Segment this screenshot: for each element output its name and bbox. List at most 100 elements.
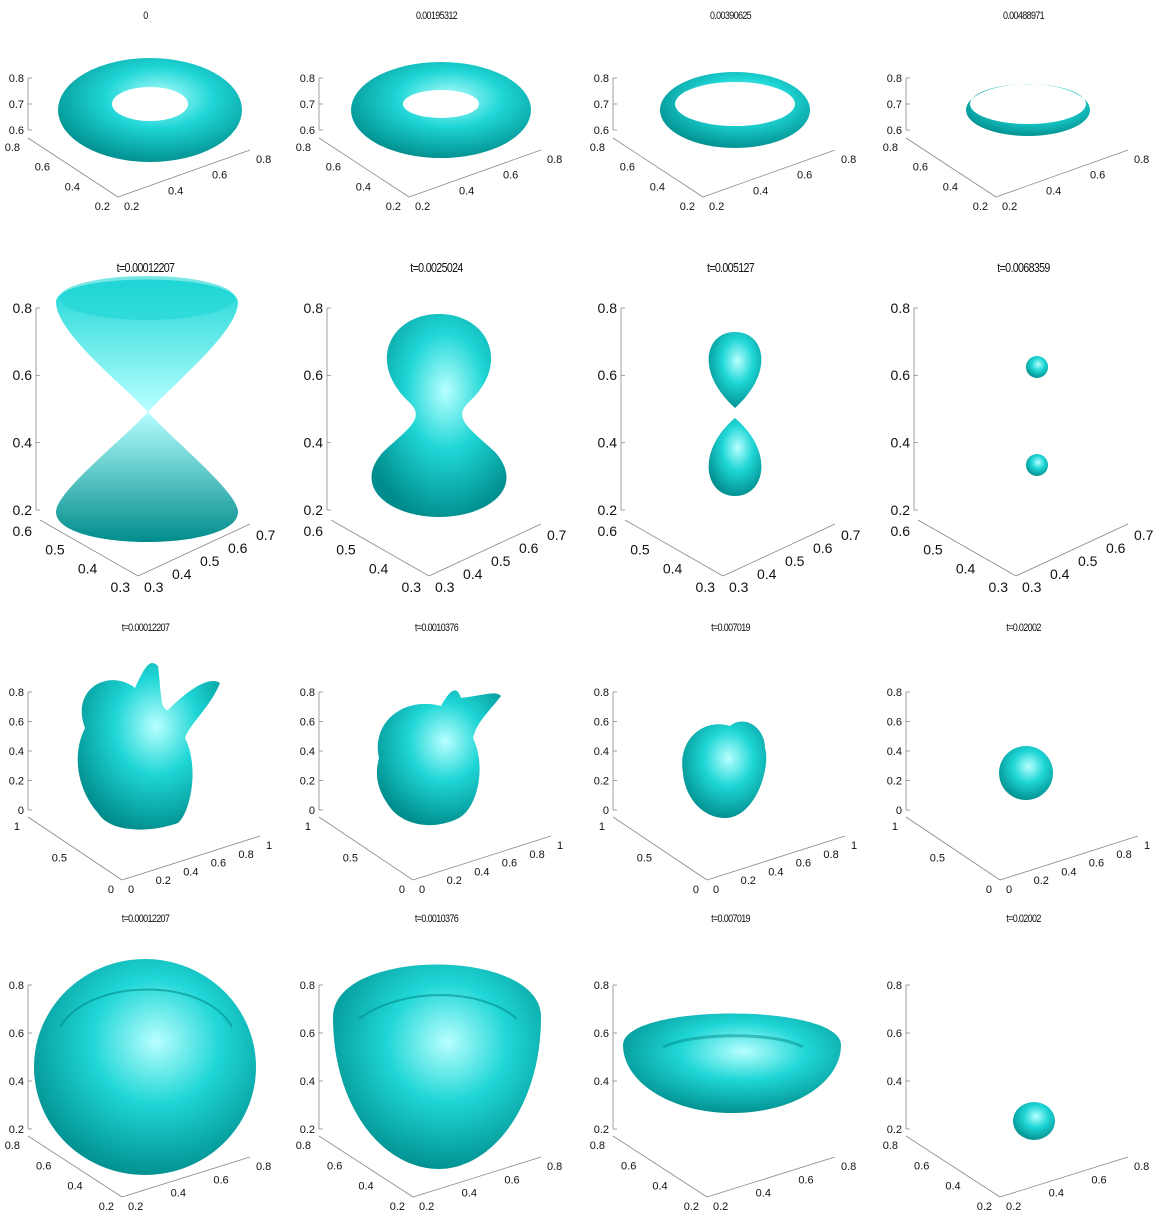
surface-plot: 0.2 0.4 0.6 0.8 0.3 0.4 0.5 0.6 0.3 0.4 0.5 0.6 0.7 (13, 276, 276, 595)
right-tick-label: 0.6 (228, 540, 248, 556)
z-tick-label: 0.4 (304, 435, 324, 451)
panel-bunny-1: t=0.00012207 0 0.2 0.4 0.6 0.8 0 0.5 1 0 0.2 0.4 0.6… (0, 618, 291, 903)
left-tick-label: 0.4 (663, 560, 683, 576)
panel-bunny-2: t=0.0010376 0 0.2 0.4 0.6 0.8 0 0.5 1 0 0.2 0.4 0.6 0… (291, 618, 582, 903)
left-tick-label: 0.5 (630, 542, 650, 558)
left-tick-label: 0.6 (913, 162, 928, 174)
z-tick-label: 0.2 (300, 1124, 315, 1136)
panel-title: t=0.007019 (711, 913, 751, 925)
right-tick-label: 0.4 (463, 566, 483, 582)
bunny-surface (376, 690, 501, 826)
left-tick-label: 0.3 (402, 579, 422, 595)
right-tick-label: 0.2 (713, 1201, 728, 1213)
z-tick-label: 0.6 (891, 367, 911, 383)
z-tick-label: 0 (896, 805, 902, 817)
surface-plot: 0.2 0.4 0.6 0.8 0.3 0.4 0.5 0.6 0.3 0.4 0.5 0.6 0.7 (598, 300, 861, 595)
left-tick-label: 0.2 (390, 1201, 405, 1213)
surface-plot: 0.6 0.7 0.8 0.2 0.4 0.6 0.8 0.2 0.4 0.6 0.8 (883, 73, 1150, 213)
panel-title: 0 (143, 10, 148, 22)
z-tick-label: 0.8 (13, 300, 33, 316)
z-tick-label: 0.7 (594, 99, 609, 111)
z-tick-label: 0.6 (9, 125, 24, 137)
left-tick-label: 0.8 (296, 1140, 311, 1152)
left-tick-label: 0.4 (956, 560, 976, 576)
right-tick-label: 0.8 (547, 1161, 562, 1173)
left-tick-label: 0.5 (343, 853, 358, 865)
right-tick-label: 0.6 (798, 1174, 813, 1186)
right-tick-label: 0 (419, 884, 425, 896)
left-tick-label: 0.3 (111, 579, 131, 595)
z-tick-label: 0.2 (9, 1124, 24, 1136)
left-tick-label: 0.2 (684, 1201, 699, 1213)
z-tick-label: 0.2 (300, 775, 315, 787)
right-tick-label: 1 (557, 840, 563, 852)
right-tick-label: 0.8 (841, 1161, 856, 1173)
panel-hourglass-1: t=0.00012207 0.2 0.4 0.6 0.8 0.3 0.4 0.5 0.6 0.3 0… (0, 252, 291, 612)
right-tick-label: 0.8 (238, 849, 253, 861)
z-tick-label: 0.2 (887, 775, 902, 787)
left-tick-label: 0.6 (35, 162, 50, 174)
left-tick-label: 0.6 (914, 1160, 929, 1172)
surface-plot: 0.2 0.4 0.6 0.8 0.2 0.4 0.6 0.8 0.2 0.4 0.6 0.8 (5, 959, 271, 1213)
right-tick-label: 0.6 (503, 170, 518, 182)
z-tick-label: 0.4 (9, 746, 24, 758)
right-tick-label: 0.6 (502, 858, 517, 870)
axes: 0.6 0.7 0.8 0.2 0.4 0.6 0.8 0.2 0.4 0.6 0.8 (296, 73, 563, 213)
panel-title: t=0.0010376 (414, 622, 459, 634)
right-tick-label: 0.6 (1090, 170, 1105, 182)
left-tick-label: 0 (986, 884, 992, 896)
right-tick-label: 0.4 (1046, 185, 1061, 197)
z-tick-label: 0.6 (594, 1028, 609, 1040)
right-tick-label: 0.6 (213, 1174, 228, 1186)
right-tick-label: 0.3 (144, 579, 164, 595)
right-tick-label: 0.7 (1134, 527, 1154, 543)
panel-torus-4: 0.00488971 0.6 0.7 0.8 0.2 0.4 0.6 0.8 0.2 0.4 0.6… (878, 0, 1165, 240)
z-tick-label: 0 (18, 805, 24, 817)
surface-plot: 0 0.2 0.4 0.6 0.8 0 0.5 1 0 0.2 0.4 0.6 0.8 1 (887, 687, 1150, 896)
z-tick-label: 0.8 (300, 687, 315, 699)
axes: 0 0.2 0.4 0.6 0.8 0 0.5 1 0 0.2 0.4 0.6 0.8 1 (887, 687, 1150, 896)
bowl-surface (34, 959, 256, 1175)
z-tick-label: 0.2 (891, 502, 911, 518)
right-tick-label: 0.4 (474, 866, 489, 878)
panel-bunny-4: t=0.02002 0 0.2 0.4 0.6 0.8 0 0.5 1 0 0.2 0.4 0.6 0.8… (878, 618, 1165, 903)
right-tick-label: 0.4 (168, 185, 183, 197)
left-tick-label: 0.6 (598, 523, 618, 539)
left-tick-label: 0 (108, 884, 114, 896)
z-tick-label: 0.8 (300, 73, 315, 85)
left-tick-label: 0.8 (5, 142, 20, 154)
right-tick-label: 0.6 (504, 1174, 519, 1186)
left-tick-label: 0.5 (637, 853, 652, 865)
z-tick-label: 0.4 (13, 435, 33, 451)
bowl-surface (623, 1013, 841, 1113)
left-tick-label: 0.4 (65, 181, 80, 193)
z-tick-label: 0.2 (594, 1124, 609, 1136)
right-tick-label: 0.8 (1134, 1161, 1149, 1173)
z-tick-label: 0.2 (594, 775, 609, 787)
left-tick-label: 0.2 (973, 201, 988, 213)
panel-title: t=0.02002 (1006, 622, 1041, 634)
right-tick-label: 0.7 (547, 527, 567, 543)
panel-title: t=0.0068359 (997, 260, 1050, 275)
surface-plot: 0 0.2 0.4 0.6 0.8 0 0.5 1 0 0.2 0.4 0.6 0.8 1 (9, 662, 272, 896)
surface-plot: 0 0.2 0.4 0.6 0.8 0 0.5 1 0 0.2 0.4 0.6 0.8 1 (300, 687, 563, 896)
axes: 0 0.2 0.4 0.6 0.8 0 0.5 1 0 0.2 0.4 0.6 0.8 1 (300, 687, 563, 896)
left-tick-label: 0.5 (336, 542, 356, 558)
right-tick-label: 0.2 (128, 1201, 143, 1213)
z-tick-label: 0.7 (9, 99, 24, 111)
z-tick-label: 0.8 (594, 687, 609, 699)
torus-surface (966, 83, 1090, 137)
surface-plot: 0.2 0.4 0.6 0.8 0.2 0.4 0.6 0.8 0.2 0.4 0.6 0.8 (883, 980, 1150, 1213)
panel-title: t=0.00012207 (116, 260, 175, 275)
panel-title: t=0.005127 (706, 260, 755, 275)
right-tick-label: 0.8 (256, 154, 271, 166)
z-tick-label: 0.6 (9, 716, 24, 728)
right-tick-label: 0.8 (1134, 154, 1149, 166)
z-tick-label: 0.4 (9, 1076, 24, 1088)
z-tick-label: 0 (309, 805, 315, 817)
right-tick-label: 0.6 (1091, 1174, 1106, 1186)
right-tick-label: 0 (713, 884, 719, 896)
left-tick-label: 0.4 (78, 560, 98, 576)
surface-plot: 0.2 0.4 0.6 0.8 0.3 0.4 0.5 0.6 0.3 0.4 0.5 0.6 0.7 (304, 300, 567, 595)
right-tick-label: 0.7 (256, 527, 276, 543)
